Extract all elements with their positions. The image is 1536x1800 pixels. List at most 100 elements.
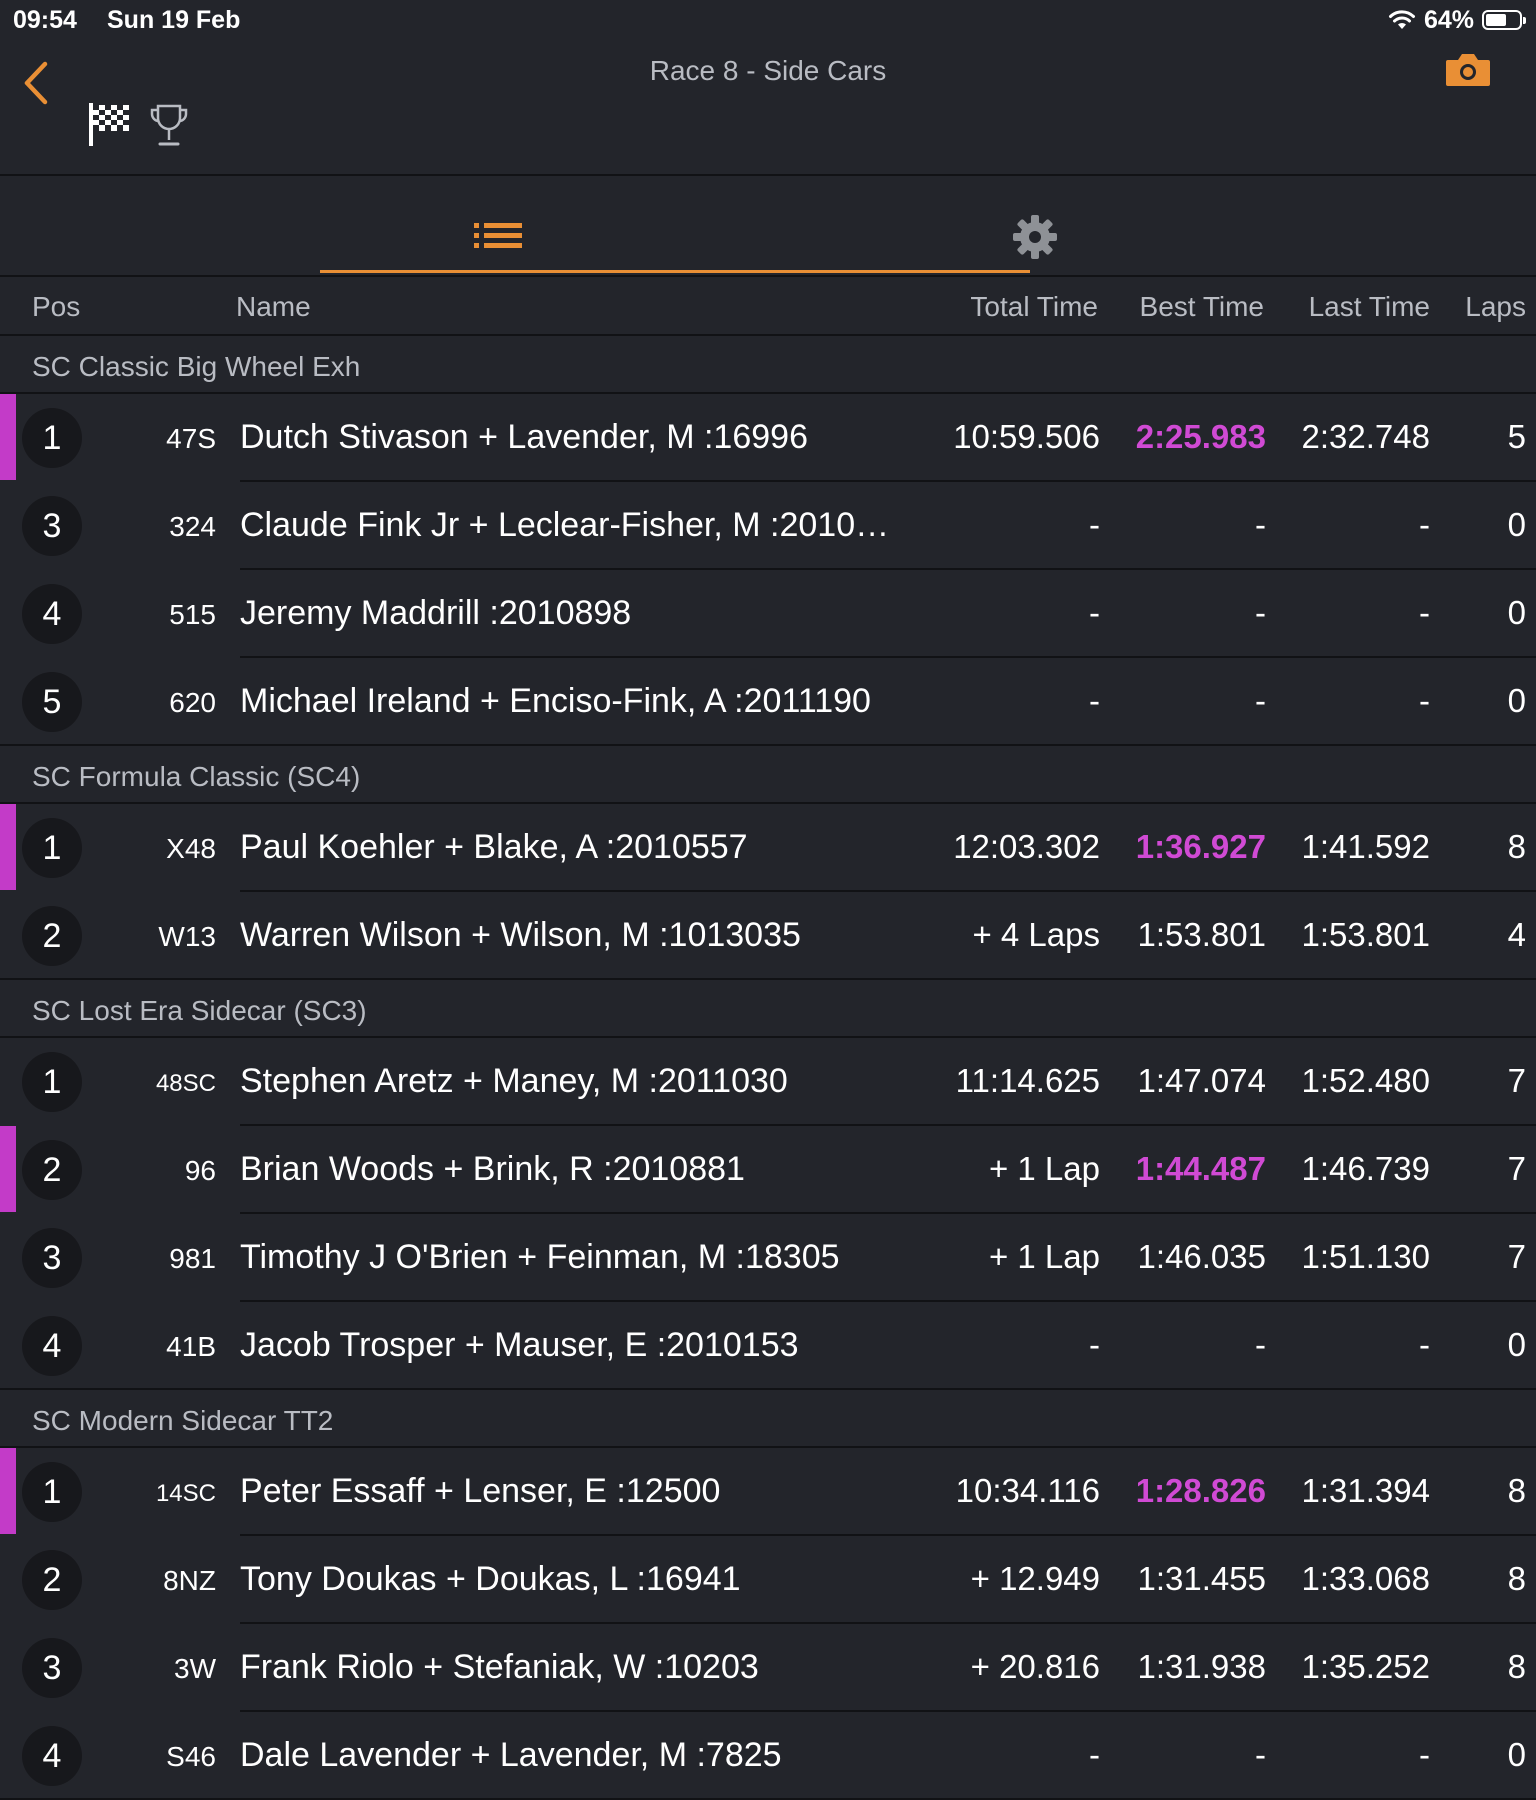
total-time: + 1 Lap bbox=[988, 1238, 1100, 1275]
position-badge bbox=[22, 1462, 82, 1522]
position-badge bbox=[22, 1316, 82, 1376]
battery-icon bbox=[1482, 10, 1526, 30]
last-time: 1:35.252 bbox=[1301, 1648, 1430, 1685]
best-time: - bbox=[1255, 506, 1266, 543]
competitor-number: X48 bbox=[166, 833, 216, 864]
wifi-icon bbox=[1388, 10, 1415, 29]
best-time: 1:31.455 bbox=[1137, 1560, 1266, 1597]
result-row[interactable]: 3 324 Claude Fink Jr + Leclear-Fisher, M :… bbox=[0, 482, 1536, 570]
battery-percent: 64% bbox=[1423, 5, 1474, 34]
result-row[interactable]: 1 14SC Peter Essaff + Lenser, E :12500 10:3… bbox=[0, 1448, 1536, 1536]
competitor-name: Paul Koehler + Blake, A :2010557 bbox=[240, 828, 748, 866]
result-row[interactable]: 4 S46 Dale Lavender + Lavender, M :7825 - - -… bbox=[0, 1712, 1536, 1800]
position-number: 2 bbox=[42, 1151, 62, 1189]
competitor-number: 48SC bbox=[155, 1070, 216, 1097]
result-row[interactable]: 2 8NZ Tony Doukas + Doukas, L :16941 + 12.9… bbox=[0, 1536, 1536, 1624]
result-row[interactable]: 4 515 Jeremy Maddrill :2010898 - - - 0 bbox=[0, 570, 1536, 658]
laps-count: 5 bbox=[1507, 418, 1526, 455]
result-row[interactable]: 1 X48 Paul Koehler + Blake, A :2010557 12:0… bbox=[0, 804, 1536, 892]
last-time: 1:41.592 bbox=[1301, 828, 1430, 865]
back-button[interactable] bbox=[18, 58, 58, 108]
position-number: 3 bbox=[42, 507, 62, 545]
result-row[interactable]: 2 W13 Warren Wilson + Wilson, M :1013035 + … bbox=[0, 892, 1536, 980]
last-time: 1:33.068 bbox=[1301, 1560, 1430, 1597]
position-badge bbox=[22, 672, 82, 732]
class-group-title: SC Modern Sidecar TT2 bbox=[32, 1405, 334, 1436]
competitor-name: Dutch Stivason + Lavender, M :16996 bbox=[240, 418, 808, 456]
best-time: 1:46.035 bbox=[1137, 1238, 1266, 1275]
status-date: Sun 19 Feb bbox=[107, 6, 241, 34]
column-header-pos[interactable]: Pos bbox=[32, 291, 81, 322]
last-time: 1:51.130 bbox=[1301, 1238, 1430, 1275]
tab-results-list[interactable] bbox=[320, 176, 1030, 273]
competitor-number: S46 bbox=[166, 1741, 216, 1772]
total-time: + 4 Laps bbox=[972, 916, 1100, 953]
laps-count: 8 bbox=[1507, 1648, 1526, 1685]
best-time: - bbox=[1255, 682, 1266, 719]
results-list: SC Classic Big Wheel Exh 1 47S Dutch Stivas… bbox=[0, 336, 1536, 1800]
competitor-name: Warren Wilson + Wilson, M :1013035 bbox=[240, 916, 801, 954]
position-badge bbox=[22, 584, 82, 644]
list-icon bbox=[474, 223, 522, 248]
result-row[interactable]: 1 47S Dutch Stivason + Lavender, M :16996 1… bbox=[0, 394, 1536, 482]
last-time: 1:53.801 bbox=[1301, 916, 1430, 953]
class-group-title: SC Classic Big Wheel Exh bbox=[32, 351, 361, 382]
camera-button[interactable] bbox=[1444, 50, 1492, 90]
position-badge bbox=[22, 408, 82, 468]
competitor-name: Peter Essaff + Lenser, E :12500 bbox=[240, 1472, 721, 1510]
laps-count: 7 bbox=[1507, 1062, 1526, 1099]
total-time: 10:59.506 bbox=[953, 418, 1100, 455]
column-header-name[interactable]: Name bbox=[236, 291, 311, 322]
laps-count: 0 bbox=[1507, 1326, 1526, 1363]
competitor-name: Dale Lavender + Lavender, M :7825 bbox=[240, 1736, 782, 1774]
laps-count: 0 bbox=[1507, 1736, 1526, 1773]
position-badge bbox=[22, 1638, 82, 1698]
competitor-number: 41B bbox=[166, 1331, 216, 1362]
position-number: 1 bbox=[42, 1063, 62, 1101]
competitor-number: 515 bbox=[169, 599, 216, 630]
result-row[interactable]: 4 41B Jacob Trosper + Mauser, E :2010153 - -… bbox=[0, 1302, 1536, 1390]
nav-bar: Race 8 - Side Cars bbox=[0, 40, 1536, 176]
column-header-last-time[interactable]: Last Time bbox=[1308, 291, 1430, 322]
competitor-number: 47S bbox=[166, 423, 216, 454]
competitor-number: 96 bbox=[184, 1155, 216, 1186]
best-time: - bbox=[1255, 1326, 1266, 1363]
tab-settings[interactable] bbox=[1010, 212, 1060, 262]
position-badge bbox=[22, 496, 82, 556]
laps-count: 8 bbox=[1507, 1560, 1526, 1597]
position-number: 4 bbox=[42, 1327, 62, 1365]
class-group-header: SC Formula Classic (SC4) bbox=[0, 746, 1536, 804]
last-time: 1:31.394 bbox=[1301, 1472, 1430, 1509]
total-time: - bbox=[1089, 594, 1100, 631]
total-time: + 1 Lap bbox=[988, 1150, 1100, 1187]
status-indicators: 64% bbox=[1388, 5, 1526, 34]
result-row[interactable]: 2 96 Brian Woods + Brink, R :2010881 + 1 La… bbox=[0, 1126, 1536, 1214]
competitor-name: Jeremy Maddrill :2010898 bbox=[240, 594, 632, 632]
camera-icon bbox=[1446, 54, 1490, 86]
total-time: - bbox=[1089, 682, 1100, 719]
class-group-header: SC Lost Era Sidecar (SC3) bbox=[0, 980, 1536, 1038]
result-row[interactable]: 3 3W Frank Riolo + Stefaniak, W :10203 + 20… bbox=[0, 1624, 1536, 1712]
result-row[interactable]: 1 48SC Stephen Aretz + Maney, M :2011030 11… bbox=[0, 1038, 1536, 1126]
column-header-laps[interactable]: Laps bbox=[1465, 291, 1526, 322]
status-bar: 09:54 Sun 19 Feb 64% bbox=[0, 0, 1536, 40]
position-badge bbox=[22, 1140, 82, 1200]
total-time: + 12.949 bbox=[970, 1560, 1100, 1597]
best-time: 1:36.927 bbox=[1135, 828, 1266, 865]
checkered-flag-icon[interactable] bbox=[86, 100, 132, 148]
result-row[interactable]: 5 620 Michael Ireland + Enciso-Fink, A :20… bbox=[0, 658, 1536, 746]
laps-count: 0 bbox=[1507, 506, 1526, 543]
last-time: - bbox=[1419, 594, 1430, 631]
last-time: 1:46.739 bbox=[1301, 1150, 1430, 1187]
result-row[interactable]: 3 981 Timothy J O'Brien + Feinman, M :1830… bbox=[0, 1214, 1536, 1302]
column-header-best-time[interactable]: Best Time bbox=[1139, 291, 1264, 322]
column-header-total-time[interactable]: Total Time bbox=[970, 291, 1098, 322]
total-time: 12:03.302 bbox=[953, 828, 1100, 865]
trophy-icon[interactable] bbox=[148, 102, 190, 148]
last-time: 2:32.748 bbox=[1301, 418, 1430, 455]
competitor-number: W13 bbox=[158, 921, 216, 952]
competitor-number: 14SC bbox=[155, 1480, 216, 1507]
competitor-number: 3W bbox=[174, 1653, 216, 1684]
competitor-number: 981 bbox=[169, 1243, 216, 1274]
laps-count: 8 bbox=[1507, 1472, 1526, 1509]
